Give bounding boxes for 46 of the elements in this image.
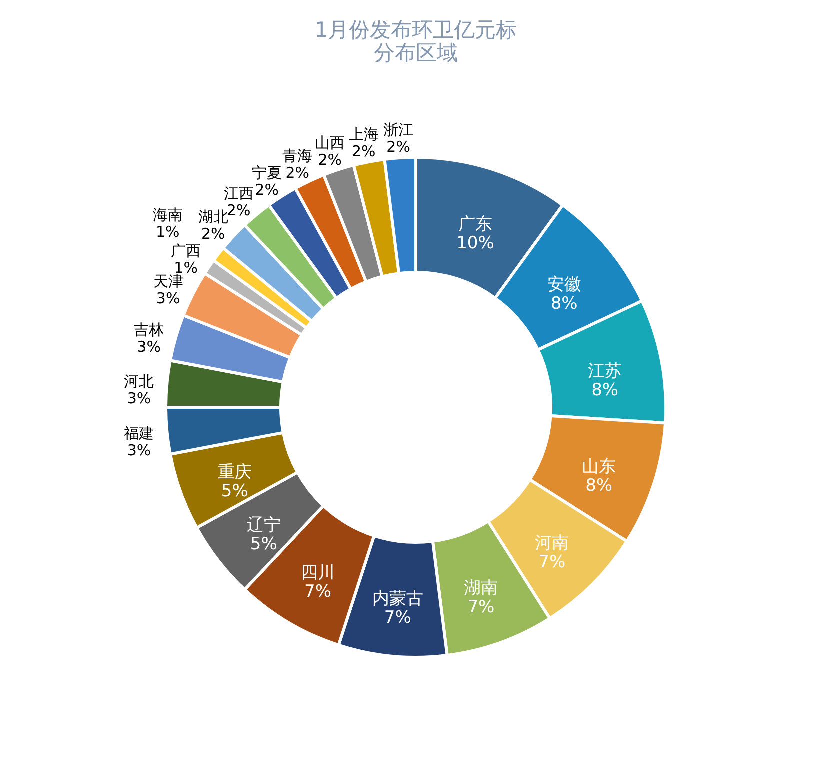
data-label: 7% [304, 582, 332, 602]
slice-label: 河北 [124, 372, 154, 390]
data-label: 3% [127, 442, 152, 460]
data-label: 7% [468, 598, 495, 618]
slice-label: 辽宁 [246, 515, 281, 536]
data-label: 10% [456, 233, 494, 254]
data-label: 2% [286, 164, 310, 182]
slice-label: 广东 [458, 214, 492, 234]
slice-label: 福建 [124, 424, 154, 443]
slice-label: 山西 [315, 134, 346, 152]
data-label: 2% [386, 138, 410, 156]
text: 1月份发布环卫亿元标 [314, 18, 518, 42]
data-label: 2% [352, 142, 376, 160]
slice-label: 四川 [301, 563, 336, 584]
data-label: 8% [592, 380, 619, 400]
slice-label: 上海 [348, 125, 379, 144]
data-label: 3% [127, 389, 152, 408]
data-label: 7% [538, 552, 566, 573]
slice-label: 湖北 [198, 208, 228, 226]
slice-label: 江苏 [588, 361, 622, 382]
data-label: 8% [586, 476, 613, 496]
slice-label: 宁夏 [252, 164, 282, 182]
slice-label: 江西 [224, 184, 254, 202]
data-label: 2% [201, 225, 226, 244]
slice-label: 河南 [535, 534, 570, 554]
slice-label: 重庆 [218, 462, 252, 483]
data-label: 7% [384, 608, 412, 628]
slice-label: 内蒙古 [372, 589, 424, 610]
slice-label: 吉林 [134, 320, 164, 339]
slice-label: 湖南 [464, 578, 498, 599]
slice-label: 浙江 [384, 121, 414, 140]
data-label: 5% [221, 482, 248, 502]
slice-label: 海南 [152, 206, 183, 224]
data-label: 2% [318, 151, 342, 170]
slice-label: 安徽 [547, 274, 582, 295]
data-label: 5% [250, 534, 278, 554]
text: 分布区域 [374, 41, 458, 65]
data-label: 2% [255, 180, 279, 199]
data-label: 8% [550, 294, 578, 314]
slice-label: 山东 [582, 456, 616, 477]
data-label: 1% [156, 223, 180, 242]
slice-label: 广西 [171, 242, 202, 260]
slice-label: 青海 [282, 146, 313, 165]
data-label: 3% [156, 289, 180, 308]
data-label: 2% [226, 201, 251, 220]
data-label: 3% [137, 338, 161, 356]
